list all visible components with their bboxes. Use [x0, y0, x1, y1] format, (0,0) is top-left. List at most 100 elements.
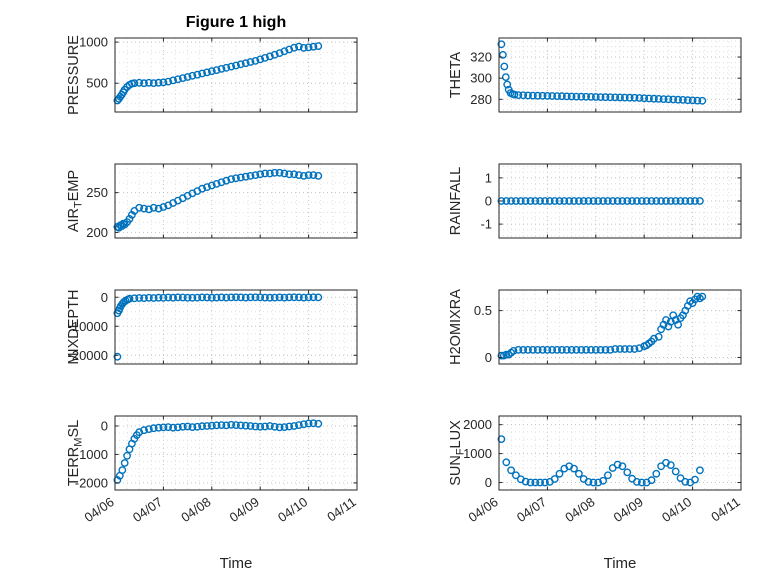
- data-point: [217, 421, 226, 429]
- data-point: [507, 197, 515, 205]
- data-point: [265, 422, 274, 430]
- data-point: [232, 293, 240, 302]
- data-point: [533, 91, 542, 100]
- data-point: [572, 92, 581, 101]
- data-point: [628, 197, 636, 205]
- x-tick-label: 04/10: [659, 494, 694, 525]
- data-point: [113, 352, 122, 361]
- data-point: [538, 345, 547, 354]
- data-point: [203, 183, 211, 192]
- data-point: [698, 96, 707, 105]
- data-point: [671, 197, 680, 205]
- data-point: [538, 91, 547, 100]
- x-tick-label: 04/11: [324, 494, 358, 524]
- data-point: [212, 293, 221, 302]
- data-point: [270, 168, 279, 177]
- data-point: [633, 197, 641, 205]
- data-point: [309, 419, 318, 428]
- data-point: [227, 293, 236, 302]
- scatter-series: [497, 435, 704, 487]
- data-point: [144, 293, 153, 302]
- data-point: [294, 421, 303, 429]
- y-axis-label: AIRTEMP: [66, 170, 85, 232]
- data-point: [178, 422, 187, 431]
- data-point: [543, 92, 552, 100]
- y-tick-label: 300: [470, 71, 492, 86]
- axis-ticks: [498, 290, 742, 364]
- data-point: [594, 478, 603, 487]
- data-point: [514, 345, 523, 354]
- data-point: [666, 197, 675, 205]
- data-point: [548, 345, 557, 354]
- data-point: [640, 94, 649, 103]
- data-point: [587, 345, 595, 354]
- data-point: [550, 475, 559, 483]
- data-point: [241, 293, 250, 302]
- data-point: [596, 93, 605, 102]
- data-point: [164, 293, 173, 302]
- data-point: [222, 421, 231, 430]
- axes-box: [114, 415, 358, 491]
- data-point: [691, 197, 699, 205]
- data-point: [625, 345, 634, 353]
- y-tick-label: 0.5: [474, 303, 492, 318]
- data-point: [601, 93, 610, 102]
- data-point: [497, 435, 506, 443]
- data-point: [691, 475, 699, 484]
- data-point: [555, 469, 564, 478]
- data-point: [178, 74, 187, 83]
- data-point: [558, 345, 566, 354]
- data-point: [611, 345, 620, 353]
- data-point: [500, 62, 509, 71]
- data-point: [606, 345, 615, 354]
- data-point: [232, 174, 240, 183]
- x-tick-label: 04/10: [275, 494, 310, 525]
- data-point: [553, 345, 561, 354]
- data-point: [637, 197, 646, 205]
- data-point: [188, 293, 197, 302]
- data-point: [659, 95, 668, 104]
- figure-title: Figure 1 high: [186, 14, 286, 31]
- data-point: [164, 77, 173, 86]
- data-point: [596, 345, 605, 354]
- data-point: [521, 477, 530, 486]
- data-point: [531, 197, 540, 205]
- data-point: [652, 469, 661, 478]
- data-point: [299, 171, 308, 180]
- axes-box: [114, 37, 358, 113]
- data-point: [193, 293, 202, 302]
- data-point: [246, 422, 255, 430]
- data-point: [314, 419, 323, 428]
- data-point: [635, 94, 644, 102]
- axis-ticks: [114, 38, 358, 112]
- data-point: [666, 461, 675, 469]
- subplot-theta: 280 300 320 THETA: [448, 37, 742, 113]
- data-point: [207, 293, 216, 302]
- x-tick-label: 04/09: [611, 494, 646, 525]
- y-tick-label: 0: [101, 290, 108, 305]
- y-tick-label: 280: [470, 92, 492, 107]
- data-point: [270, 422, 279, 431]
- y-tick-label: 2000: [463, 417, 492, 432]
- data-point: [509, 346, 518, 355]
- data-point: [251, 293, 260, 302]
- data-point: [144, 425, 153, 433]
- data-point: [562, 345, 571, 354]
- data-point: [514, 91, 523, 100]
- data-point: [270, 293, 279, 302]
- data-point: [130, 294, 139, 303]
- data-point: [256, 55, 265, 64]
- data-point: [314, 171, 323, 180]
- data-point: [154, 78, 163, 87]
- y-axis-label: H2OMIXRA: [448, 289, 464, 365]
- data-point: [647, 197, 656, 205]
- data-point: [294, 293, 303, 302]
- y-tick-label: 1000: [463, 446, 492, 461]
- data-point: [275, 168, 284, 177]
- data-point: [212, 421, 221, 430]
- data-point: [236, 60, 245, 69]
- data-point: [207, 67, 216, 76]
